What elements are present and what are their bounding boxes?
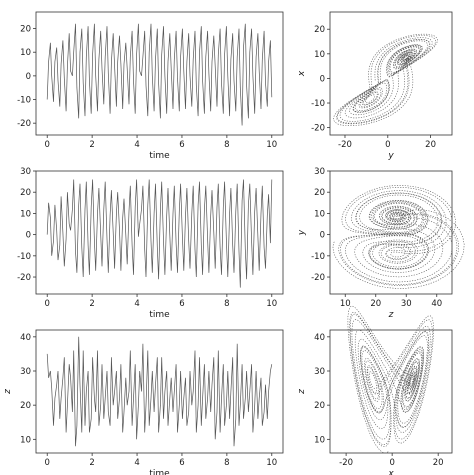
y-tick-label: 0 <box>26 231 31 241</box>
x-tick-label: 10 <box>266 458 277 468</box>
y-tick-label: 10 <box>314 209 325 219</box>
x-tick-label: 0 <box>45 140 50 150</box>
y-tick-label: 40 <box>20 333 31 343</box>
x-tick-label: 2 <box>89 458 94 468</box>
y-tick-label: 0 <box>320 74 325 84</box>
panel-z-time: 0 2 4 6 8 10 10 20 30 40 time z <box>3 329 284 475</box>
panel-y-time: 0 2 4 6 8 10 -20 -10 0 10 20 30 time <box>17 167 284 320</box>
y-tick-label: 30 <box>314 167 325 177</box>
x-tick-label: 20 <box>370 299 381 309</box>
x-axis-label: time <box>149 469 170 475</box>
y-tick-label: -20 <box>17 273 31 283</box>
y-axis-label: z <box>297 389 307 395</box>
y-tick-label: 20 <box>20 401 31 411</box>
x-axis-label: time <box>149 310 170 320</box>
x-tick-label: 10 <box>340 299 351 309</box>
y-tick-label: -20 <box>311 273 325 283</box>
series-line <box>46 23 273 126</box>
x-tick-label: 6 <box>179 458 184 468</box>
y-tick-label: 20 <box>314 401 325 411</box>
x-tick-label: 30 <box>401 299 412 309</box>
plot-frame <box>329 170 453 295</box>
y-tick-label: 30 <box>20 367 31 377</box>
x-tick-label: 20 <box>433 458 444 468</box>
plot-frame <box>35 329 284 454</box>
x-axis-label: x <box>387 469 394 475</box>
y-tick-label: -10 <box>17 252 31 262</box>
x-tick-label: 8 <box>224 458 229 468</box>
x-tick-label: 0 <box>385 140 390 150</box>
panel-x-vs-y: -20 0 20 -20 -10 0 10 20 y x <box>297 11 453 161</box>
series-line <box>46 179 273 288</box>
y-tick-label: 30 <box>314 367 325 377</box>
y-tick-label: -10 <box>311 252 325 262</box>
x-tick-label: 20 <box>425 140 436 150</box>
y-axis-label: z <box>3 389 13 395</box>
x-tick-label: 8 <box>224 140 229 150</box>
x-tick-label: 2 <box>89 140 94 150</box>
panel-x-time: 0 2 4 6 8 10 -20 -10 0 10 20 time <box>17 11 284 161</box>
y-tick-label: 10 <box>314 435 325 445</box>
y-tick-label: 20 <box>20 188 31 198</box>
x-tick-label: 2 <box>89 299 94 309</box>
x-tick-label: 0 <box>389 458 394 468</box>
y-tick-label: 20 <box>20 25 31 35</box>
y-tick-label: -10 <box>311 99 325 109</box>
y-tick-label: 10 <box>20 48 31 58</box>
attractor-trajectory <box>333 33 438 126</box>
y-tick-label: -20 <box>311 124 325 134</box>
y-tick-label: 10 <box>20 435 31 445</box>
x-tick-label: -20 <box>339 458 353 468</box>
x-tick-label: 4 <box>134 299 139 309</box>
x-tick-label: 4 <box>134 458 139 468</box>
plot-frame <box>35 170 284 295</box>
panel-z-vs-x: -20 0 20 10 20 30 40 x z <box>297 305 453 475</box>
plot-frame <box>35 11 284 136</box>
x-axis-label: time <box>149 151 170 161</box>
y-tick-label: 40 <box>314 333 325 343</box>
plot-frame <box>329 11 453 136</box>
x-tick-label: 8 <box>224 299 229 309</box>
x-tick-label: 10 <box>266 140 277 150</box>
x-tick-label: 6 <box>179 299 184 309</box>
x-tick-label: 4 <box>134 140 139 150</box>
x-tick-label: 10 <box>266 299 277 309</box>
x-tick-label: 0 <box>45 458 50 468</box>
x-axis-label: z <box>388 310 394 320</box>
attractor-trajectory <box>347 305 434 454</box>
y-tick-label: 20 <box>314 188 325 198</box>
y-tick-label: 20 <box>314 25 325 35</box>
x-tick-label: -20 <box>338 140 352 150</box>
y-axis-label: y <box>297 229 307 236</box>
plot-frame <box>329 329 453 454</box>
x-tick-label: 6 <box>179 140 184 150</box>
x-axis-label: y <box>387 151 394 161</box>
x-tick-label: 40 <box>431 299 442 309</box>
y-tick-label: 0 <box>26 72 31 82</box>
y-tick-label: -20 <box>17 119 31 129</box>
y-axis-label: x <box>297 70 307 77</box>
series-line <box>46 336 273 447</box>
y-tick-label: 0 <box>320 231 325 241</box>
x-tick-label: 0 <box>45 299 50 309</box>
y-tick-label: 10 <box>314 50 325 60</box>
y-tick-label: 10 <box>20 209 31 219</box>
panel-y-vs-z: 10 20 30 40 -20 -10 0 10 20 30 z y <box>297 167 465 320</box>
attractor-trajectory <box>332 185 465 289</box>
y-tick-label: 30 <box>20 167 31 177</box>
y-tick-label: -10 <box>17 96 31 106</box>
